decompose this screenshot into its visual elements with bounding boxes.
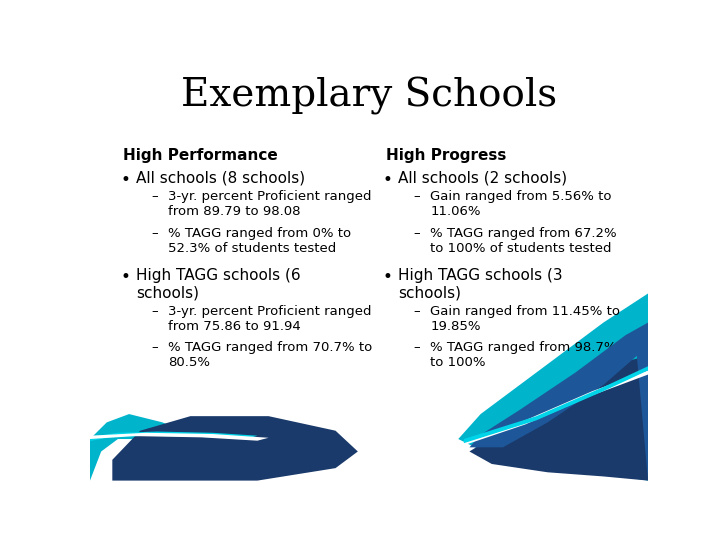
Text: •: • <box>383 171 393 189</box>
Polygon shape <box>459 294 648 481</box>
Text: •: • <box>383 268 393 286</box>
Text: –: – <box>151 227 158 240</box>
Text: 3-yr. percent Proficient ranged
from 75.86 to 91.94: 3-yr. percent Proficient ranged from 75.… <box>168 305 372 333</box>
Text: Gain ranged from 11.45% to
19.85%: Gain ranged from 11.45% to 19.85% <box>431 305 621 333</box>
Text: •: • <box>121 268 130 286</box>
Text: High Performance: High Performance <box>124 148 278 163</box>
Text: –: – <box>151 341 158 354</box>
Polygon shape <box>464 366 648 443</box>
Text: •: • <box>121 171 130 189</box>
Polygon shape <box>90 414 202 481</box>
Text: –: – <box>414 227 420 240</box>
Text: –: – <box>151 305 158 318</box>
Text: Exemplary Schools: Exemplary Schools <box>181 77 557 115</box>
Text: Gain ranged from 5.56% to
11.06%: Gain ranged from 5.56% to 11.06% <box>431 191 612 218</box>
Text: % TAGG ranged from 67.2%
to 100% of students tested: % TAGG ranged from 67.2% to 100% of stud… <box>431 227 617 255</box>
Text: –: – <box>414 191 420 204</box>
Text: High TAGG schools (3
schools): High TAGG schools (3 schools) <box>398 268 562 300</box>
Text: High TAGG schools (6
schools): High TAGG schools (6 schools) <box>136 268 300 300</box>
Text: –: – <box>151 191 158 204</box>
Text: –: – <box>414 305 420 318</box>
Polygon shape <box>90 431 258 441</box>
Text: % TAGG ranged from 0% to
52.3% of students tested: % TAGG ranged from 0% to 52.3% of studen… <box>168 227 351 255</box>
Text: All schools (2 schools): All schools (2 schools) <box>398 171 567 186</box>
Text: % TAGG ranged from 70.7% to
80.5%: % TAGG ranged from 70.7% to 80.5% <box>168 341 372 369</box>
Text: High Progress: High Progress <box>386 148 506 163</box>
Polygon shape <box>464 370 648 446</box>
Polygon shape <box>469 356 648 481</box>
Text: 3-yr. percent Proficient ranged
from 89.79 to 98.08: 3-yr. percent Proficient ranged from 89.… <box>168 191 372 218</box>
Text: All schools (8 schools): All schools (8 schools) <box>136 171 305 186</box>
Text: –: – <box>414 341 420 354</box>
Text: % TAGG ranged from 98.7%
to 100%: % TAGG ranged from 98.7% to 100% <box>431 341 617 369</box>
Polygon shape <box>469 322 648 481</box>
Polygon shape <box>90 433 269 441</box>
Polygon shape <box>112 416 358 481</box>
